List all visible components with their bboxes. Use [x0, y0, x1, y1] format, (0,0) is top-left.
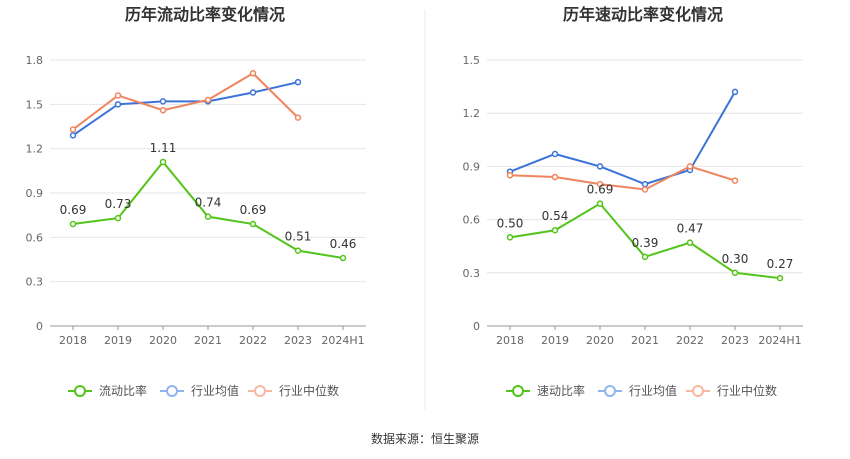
data-label: 0.74: [195, 196, 222, 210]
x-tick-label: 2023: [721, 334, 749, 347]
data-point: [249, 70, 257, 77]
data-point: [596, 180, 604, 188]
series-line: [72, 81, 299, 137]
data-point: [686, 239, 694, 246]
data-point: [641, 186, 649, 193]
data-label: 0.69: [60, 203, 87, 217]
data-point: [159, 158, 167, 166]
data-point: [114, 92, 122, 99]
y-tick-label: 1.2: [463, 107, 481, 120]
data-point: [641, 253, 649, 261]
data-label: 0.30: [722, 252, 749, 266]
x-tick-label: 2019: [541, 334, 569, 347]
data-point: [551, 173, 559, 181]
data-point: [69, 126, 77, 133]
y-tick-label: 0.3: [463, 267, 481, 280]
data-label: 0.50: [497, 216, 524, 230]
legend-marker: [512, 385, 524, 397]
legend-label: 行业均值: [629, 383, 677, 398]
data-point: [249, 220, 257, 228]
data-label: 1.11: [150, 141, 177, 155]
quick-ratio-chart: 历年速动比率变化情况 0 0.3 0.6 0.9 1.2 1.5 2018 2019 2020 20…: [463, 5, 803, 398]
x-tick-label: 2023: [284, 334, 312, 347]
data-label: 0.73: [105, 197, 132, 211]
data-point: [339, 254, 347, 262]
data-point: [249, 89, 257, 96]
data-point: [506, 234, 514, 241]
data-point: [731, 177, 739, 184]
x-tick-label: 2019: [104, 334, 132, 347]
y-tick-label: 0.6: [26, 231, 44, 244]
data-point: [641, 180, 649, 188]
y-tick-label: 0: [473, 320, 480, 333]
y-tick-label: 1.5: [26, 98, 44, 111]
data-label: 0.46: [330, 237, 357, 251]
chart-title: 历年速动比率变化情况: [563, 5, 723, 24]
legend-label: 行业均值: [191, 383, 239, 398]
data-label: 0.51: [285, 230, 312, 244]
x-tick-label: 2022: [239, 334, 267, 347]
data-point: [159, 98, 167, 105]
data-point: [294, 247, 302, 254]
legend-marker: [604, 385, 616, 397]
data-point: [69, 132, 77, 139]
y-tick-label: 0: [36, 320, 43, 333]
data-point: [776, 274, 784, 282]
data-label: 0.69: [587, 183, 614, 197]
y-tick-label: 0.9: [463, 160, 481, 173]
y-tick-label: 1.5: [463, 54, 481, 67]
x-tick-label: 2021: [631, 334, 659, 347]
x-tick-label: 2024H1: [758, 334, 801, 347]
data-point: [294, 78, 302, 86]
x-tick-label: 2022: [676, 334, 704, 347]
data-source-note: 数据来源：恒生聚源: [371, 431, 479, 446]
y-tick-label: 0.6: [463, 214, 481, 227]
x-tick-label: 2021: [194, 334, 222, 347]
data-point: [596, 200, 604, 207]
y-tick-label: 0.9: [26, 187, 44, 200]
y-tick-label: 1.8: [26, 54, 44, 67]
series-line: [509, 91, 736, 186]
series-line: [509, 165, 736, 191]
x-tick-label: 2018: [496, 334, 524, 347]
x-tick-label: 2018: [59, 334, 87, 347]
data-point: [506, 172, 514, 179]
data-point: [551, 150, 559, 158]
legend-label: 流动比率: [99, 383, 147, 398]
x-tick-label: 2020: [586, 334, 614, 347]
chart-title: 历年流动比率变化情况: [125, 5, 285, 24]
x-tick-label: 2020: [149, 334, 177, 347]
data-point: [731, 88, 739, 96]
data-label: 0.54: [542, 209, 569, 223]
y-tick-label: 1.2: [26, 143, 44, 156]
data-label: 0.27: [767, 257, 794, 271]
legend-label: 行业中位数: [279, 383, 339, 398]
y-tick-label: 0.3: [26, 276, 44, 289]
data-point: [69, 220, 77, 228]
data-point: [686, 163, 694, 170]
data-point: [114, 214, 122, 222]
x-tick-label: 2024H1: [321, 334, 364, 347]
legend-marker: [692, 385, 704, 397]
data-point: [204, 213, 212, 220]
data-point: [114, 101, 122, 108]
data-label: 0.39: [632, 236, 659, 250]
legend-marker: [254, 385, 266, 397]
data-point: [204, 96, 212, 104]
data-label: 0.47: [677, 222, 704, 236]
data-point: [596, 163, 604, 170]
data-point: [294, 114, 302, 121]
data-point: [731, 269, 739, 277]
data-point: [551, 226, 559, 234]
data-point: [159, 106, 167, 114]
series-line: [72, 72, 299, 131]
data-label: 0.69: [240, 203, 267, 217]
legend-marker: [166, 385, 178, 397]
legend-marker: [74, 385, 86, 397]
legend-label: 行业中位数: [717, 383, 777, 398]
legend-label: 速动比率: [537, 383, 585, 398]
current-ratio-chart: 历年流动比率变化情况 0 0.3 0.6 0.9 1.2 1.5 1.8 2018 2019 202…: [26, 5, 366, 398]
